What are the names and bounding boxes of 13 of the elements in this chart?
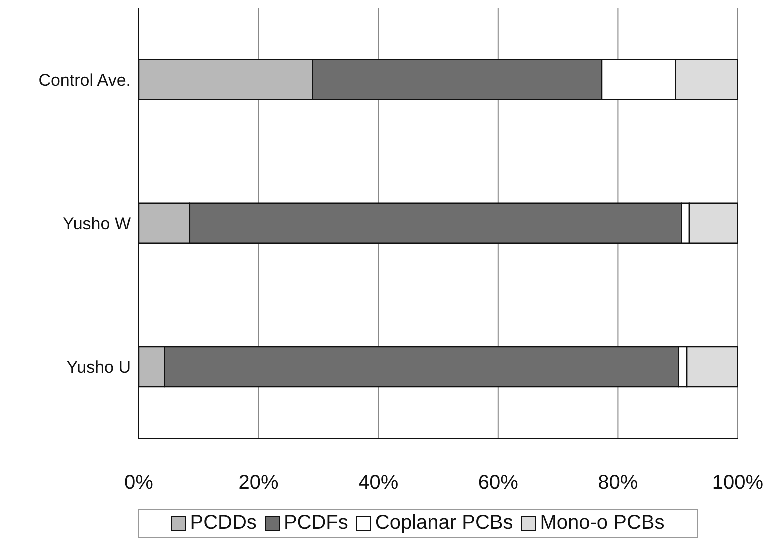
x-tick-label: 40% — [358, 472, 399, 494]
y-tick-label: Control Ave. — [38, 70, 131, 90]
legend-label: PCDFs — [284, 512, 348, 535]
x-tick-label: 60% — [478, 472, 519, 494]
x-tick-label: 80% — [598, 472, 638, 494]
x-tick-label: 20% — [238, 472, 280, 494]
legend-label: Mono-o PCBs — [540, 512, 665, 535]
x-tick-label: 100% — [712, 472, 764, 494]
y-tick-label: Yusho U — [66, 358, 131, 378]
y-tick-label: Yusho W — [62, 214, 131, 234]
legend-label: Coplanar PCBs — [375, 512, 514, 535]
x-tick-label: 0% — [124, 472, 154, 494]
legend-label: PCDDs — [190, 512, 257, 535]
